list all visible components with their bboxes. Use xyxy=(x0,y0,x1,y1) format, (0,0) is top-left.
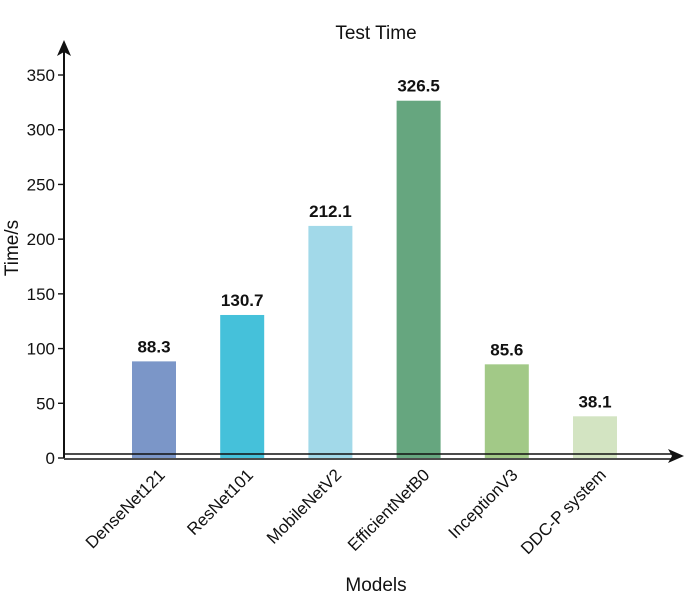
data-label: 212.1 xyxy=(309,202,352,221)
data-label: 85.6 xyxy=(490,340,523,359)
x-tick-label: DDC-P system xyxy=(517,465,610,558)
data-label: 88.3 xyxy=(137,337,170,356)
bar-mobilenetv2 xyxy=(308,225,353,458)
bar-inceptionv3 xyxy=(484,364,529,458)
bar-densenet121 xyxy=(132,361,176,458)
bar-resnet101 xyxy=(220,314,265,458)
y-tick-label: 200 xyxy=(27,230,55,249)
y-tick-label: 300 xyxy=(27,121,55,140)
data-label: 130.7 xyxy=(221,291,264,310)
bar-ddc-p-system xyxy=(573,416,617,458)
y-tick-label: 0 xyxy=(46,449,55,468)
x-tick-label: ResNet101 xyxy=(183,465,257,539)
x-tick-label: InceptionV3 xyxy=(445,465,522,542)
data-label: 326.5 xyxy=(397,77,440,96)
x-tick-labels: DenseNet121 ResNet101 MobileNetV2Efficient… xyxy=(82,465,610,558)
y-tick-label: 250 xyxy=(27,175,55,194)
x-tick-label: MobileNetV2 xyxy=(263,465,345,547)
bar-efficientnetb0 xyxy=(396,100,441,459)
x-axis-arrowhead xyxy=(668,449,684,463)
x-tick-label: DenseNet121 xyxy=(82,465,169,552)
y-axis-arrowhead xyxy=(57,40,71,56)
y-tick-label: 150 xyxy=(27,285,55,304)
x-tick-label: EfficientNetB0 xyxy=(344,465,433,554)
bars-layer xyxy=(132,100,617,459)
y-tick-label: 100 xyxy=(27,340,55,359)
data-labels-layer: 88.3 130.7 212.1 326.5 85.6 38.1 xyxy=(137,77,611,412)
y-tick-label: 350 xyxy=(27,66,55,85)
chart-title: Test Time xyxy=(335,23,416,44)
y-axis-ticks: 0 50 100 150 200 250 300 350 xyxy=(27,66,64,468)
x-axis-label: Models xyxy=(345,575,406,594)
y-axis-label: Time/s xyxy=(2,220,23,276)
y-tick-label: 50 xyxy=(36,394,55,413)
data-label: 38.1 xyxy=(578,392,611,411)
